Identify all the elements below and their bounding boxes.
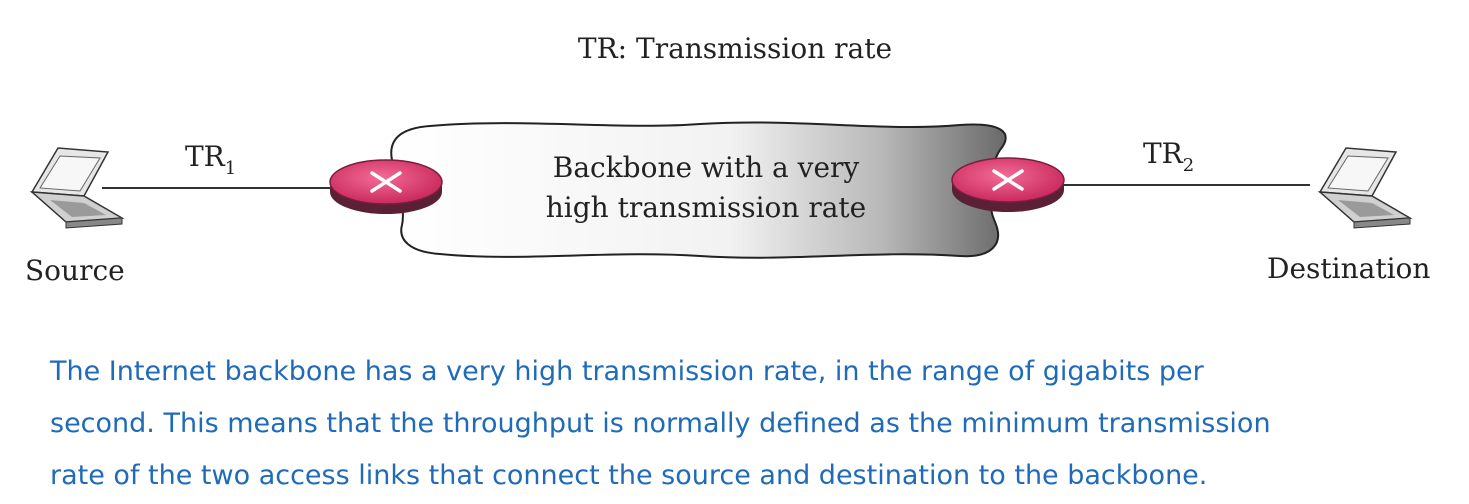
diagram-title: TR: Transmission rate (578, 32, 892, 65)
link-label-tr2: TR2 (1143, 137, 1194, 176)
explanation-line: second. This means that the throughput i… (50, 408, 1271, 439)
cloud-text-line2: high transmission rate (546, 191, 866, 224)
source-label: Source (25, 254, 125, 287)
cloud-text-line1: Backbone with a very (553, 151, 860, 184)
router-icon (329, 159, 443, 214)
explanation-line: The Internet backbone has a very high tr… (50, 356, 1204, 387)
link-label-tr1: TR1 (185, 140, 236, 179)
network-diagram: TR: Transmission rate TR1 TR2 Backbone w… (25, 32, 1430, 287)
backbone-cloud (390, 121, 1007, 259)
laptop-icon (1317, 147, 1413, 229)
explanation-line: rate of the two access links that connec… (50, 460, 1208, 491)
explanation-paragraph: The Internet backbone has a very high tr… (50, 346, 1450, 502)
laptop-icon (29, 147, 125, 229)
router-icon (951, 157, 1065, 212)
destination-label: Destination (1267, 252, 1430, 285)
